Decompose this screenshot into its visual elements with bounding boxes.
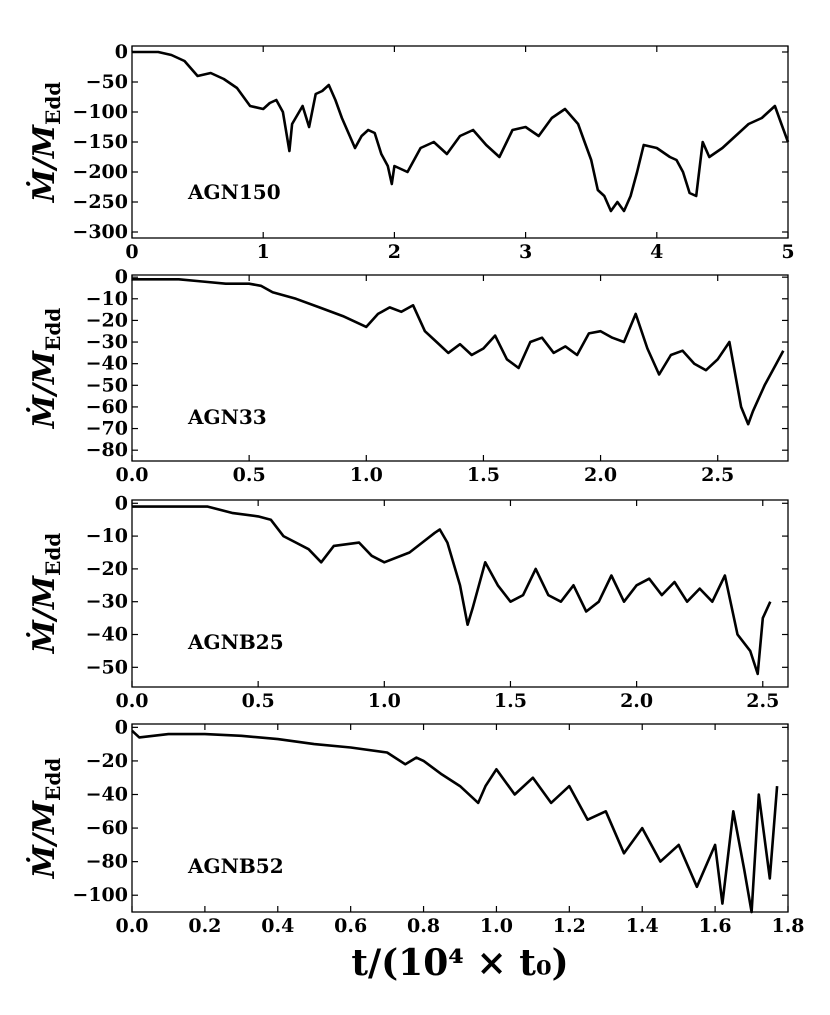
plot-frame bbox=[131, 274, 789, 462]
x-tick-label: 1.5 bbox=[494, 690, 527, 712]
y-tick-label: −40 bbox=[86, 784, 128, 806]
y-tick-label: −60 bbox=[86, 817, 128, 839]
y-axis-label: Ṁ/MEdd bbox=[26, 758, 65, 880]
x-tick-label: 4 bbox=[650, 241, 663, 263]
panels: 0 1 2 3 4 50−50−100−150−200−250−300AGN150Ṁ/ME… bbox=[26, 41, 805, 937]
x-tick-label: 0 bbox=[125, 241, 138, 263]
plot-frame bbox=[131, 499, 789, 688]
x-tick-label: 1 bbox=[257, 241, 270, 263]
y-tick-label: −20 bbox=[86, 558, 128, 580]
x-tick-label: 0.0 bbox=[115, 464, 148, 486]
y-tick-label: −40 bbox=[86, 353, 128, 375]
panel-agn33: 0.0 0.5 1.0 1.5 2.0 2.5 0−10−20−30−40−50−60−70… bbox=[26, 266, 789, 486]
y-tick-label: −50 bbox=[86, 374, 128, 396]
series-line bbox=[132, 278, 785, 426]
x-tick-label: 1.6 bbox=[699, 915, 732, 937]
plot-frame bbox=[131, 723, 789, 913]
y-tick-label: −60 bbox=[86, 396, 128, 418]
series-line bbox=[132, 505, 772, 676]
series-annotation: AGN33 bbox=[187, 405, 267, 429]
y-tick-label: −100 bbox=[72, 101, 128, 123]
x-tick-label: 1.8 bbox=[771, 915, 804, 937]
x-axis-label: t/(10⁴ × t₀) bbox=[351, 942, 568, 984]
y-tick-label: −30 bbox=[86, 591, 128, 613]
series-annotation: AGNB25 bbox=[187, 630, 284, 654]
y-tick-label: −50 bbox=[86, 71, 128, 93]
y-tick-label: −250 bbox=[72, 191, 128, 213]
panel-agn150: 0 1 2 3 4 5 0 −50 −100 −150 −200 −250 −300 AGN150 Ṁ/ME… bbox=[26, 41, 795, 263]
x-tick-label: 1.5 bbox=[467, 464, 500, 486]
panel-agnb52: 0.0 0.2 0.4 0.6 0.8 1.0 1.2 1.4 1.6 1.8 0 −20 −40 −60… bbox=[26, 716, 805, 937]
y-tick-label: −150 bbox=[72, 131, 128, 153]
y-tick-label: −100 bbox=[72, 884, 128, 906]
y-tick-label: −200 bbox=[72, 161, 128, 183]
x-tick-label: 1.4 bbox=[626, 915, 659, 937]
plot-frame bbox=[131, 45, 789, 239]
series-line bbox=[132, 50, 790, 213]
y-tick-label: −80 bbox=[86, 439, 128, 461]
y-tick-label: −20 bbox=[86, 750, 128, 772]
series-line bbox=[131, 729, 779, 914]
y-tick-label: −10 bbox=[86, 288, 128, 310]
y-tick-label: −30 bbox=[86, 331, 128, 353]
x-tick-label: 0.0 bbox=[115, 690, 148, 712]
x-tick-label: 2.0 bbox=[584, 464, 617, 486]
x-tick-label: 0.8 bbox=[407, 915, 440, 937]
series-annotation: AGN150 bbox=[187, 180, 281, 204]
x-tick-label: 1.0 bbox=[350, 464, 383, 486]
x-tick-label: 2 bbox=[388, 241, 401, 263]
y-tick-label: −20 bbox=[86, 309, 128, 331]
x-tick-label: 0.2 bbox=[188, 915, 221, 937]
x-tick-label: 0.5 bbox=[242, 690, 275, 712]
x-tick-label: 0.5 bbox=[233, 464, 266, 486]
y-tick-label: 0 bbox=[115, 716, 128, 738]
y-tick-label: −300 bbox=[72, 221, 128, 243]
x-tick-label: 3 bbox=[519, 241, 532, 263]
x-tick-label: 0.0 bbox=[115, 915, 148, 937]
y-tick-label: −50 bbox=[86, 656, 128, 678]
x-tick-label: 1.2 bbox=[553, 915, 586, 937]
y-axis-label: Ṁ/MEdd bbox=[26, 82, 65, 204]
y-tick-label: −70 bbox=[86, 418, 128, 440]
x-tick-label: 0.6 bbox=[334, 915, 367, 937]
x-tick-label: 0.4 bbox=[261, 915, 294, 937]
x-tick-label: 1.0 bbox=[368, 690, 401, 712]
y-axis-label: Ṁ/MEdd bbox=[26, 308, 65, 430]
series-annotation: AGNB52 bbox=[187, 854, 284, 878]
x-tick-label: 2.0 bbox=[620, 690, 653, 712]
x-tick-label: 2.5 bbox=[746, 690, 779, 712]
panel-agnb25: 0.0 0.5 1.0 1.5 2.0 2.5 0 −10 −20 −30 −40 −50 AGNB25… bbox=[26, 492, 789, 712]
y-tick-label: −80 bbox=[86, 851, 128, 873]
y-tick-label: 0 bbox=[115, 492, 128, 514]
x-tick-label: 5 bbox=[781, 241, 794, 263]
x-tick-label: 1.0 bbox=[480, 915, 513, 937]
y-tick-label: −10 bbox=[86, 525, 128, 547]
y-axis-label: Ṁ/MEdd bbox=[26, 533, 65, 655]
y-tick-label: 0 bbox=[115, 266, 128, 288]
y-tick-label: −40 bbox=[86, 624, 128, 646]
x-tick-label: 2.5 bbox=[701, 464, 734, 486]
y-tick-label: 0 bbox=[115, 41, 128, 63]
